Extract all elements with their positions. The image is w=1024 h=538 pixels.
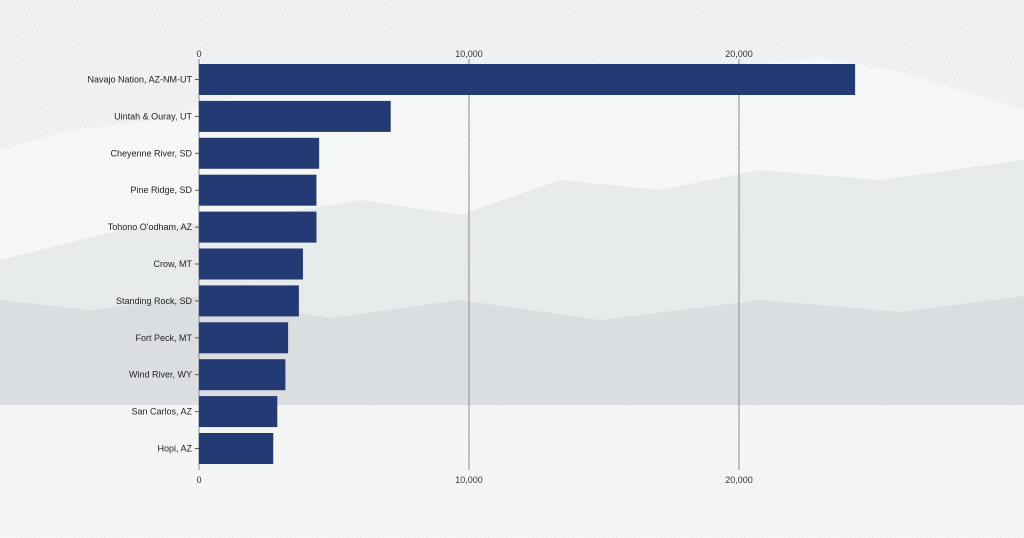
x-tick-label-top: 0 (196, 49, 201, 59)
category-label: Navajo Nation, AZ-NM-UT (87, 75, 192, 85)
bar (199, 285, 299, 317)
bars (199, 64, 856, 464)
bar (199, 248, 303, 280)
bar (199, 211, 317, 243)
category-label: Cheyenne River, SD (110, 148, 192, 158)
bar (199, 137, 320, 169)
category-label: Pine Ridge, SD (130, 185, 192, 195)
axis-ticks: 0 0 10,000 10,000 20,000 20,000 (196, 49, 752, 485)
bar (199, 174, 317, 206)
category-label: San Carlos, AZ (131, 407, 192, 417)
category-labels: Navajo Nation, AZ-NM-UT Uintah & Ouray, U… (87, 75, 199, 454)
bar (199, 396, 278, 428)
x-tick-label-top: 10,000 (455, 49, 483, 59)
bar (199, 359, 286, 391)
category-label: Hopi, AZ (157, 444, 192, 454)
category-label: Uintah & Ouray, UT (114, 111, 192, 121)
category-label: Wind River, WY (129, 370, 192, 380)
category-label: Crow, MT (153, 259, 192, 269)
bar (199, 433, 274, 464)
x-tick-label-bottom: 10,000 (455, 475, 483, 485)
category-label: Tohono O'odham, AZ (108, 222, 193, 232)
bar (199, 322, 289, 354)
x-tick-label-top: 20,000 (725, 49, 753, 59)
category-label: Fort Peck, MT (135, 333, 192, 343)
x-tick-label-bottom: 20,000 (725, 475, 753, 485)
category-label: Standing Rock, SD (116, 296, 193, 306)
bar (199, 64, 856, 95)
bar (199, 100, 391, 132)
x-tick-label-bottom: 0 (196, 475, 201, 485)
